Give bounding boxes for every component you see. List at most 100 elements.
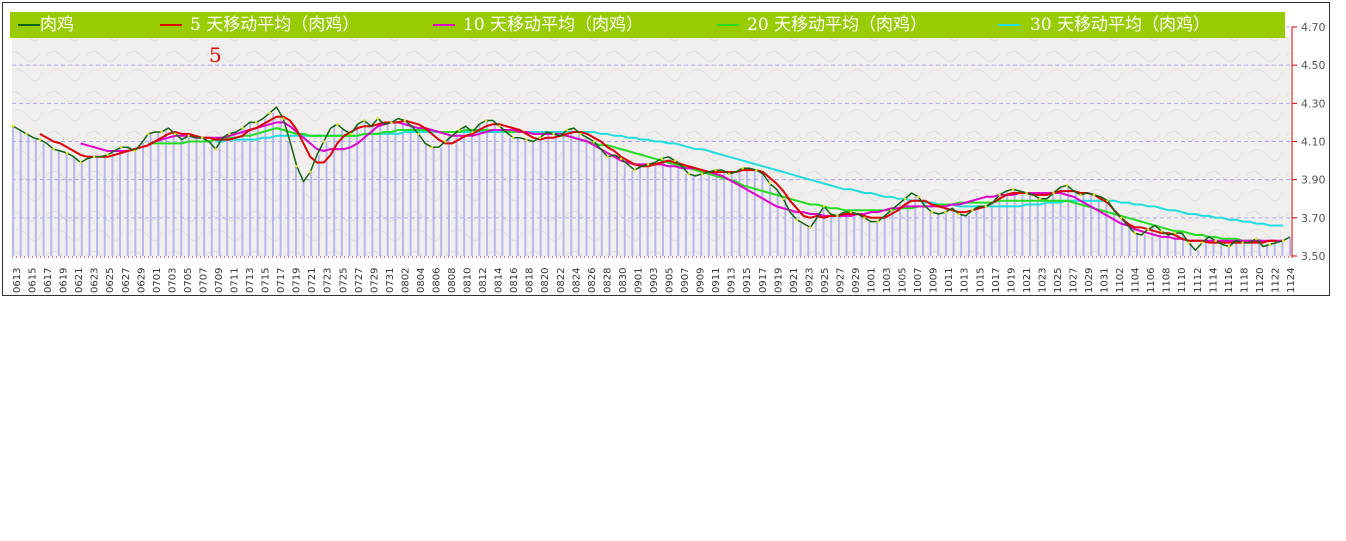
series-point xyxy=(768,182,772,185)
x-tick-label: 0826 xyxy=(587,268,598,293)
x-tick-label: 1027 xyxy=(1068,268,1079,293)
series-point xyxy=(187,134,190,138)
legend-swatch-series-2 xyxy=(433,24,455,26)
series-point xyxy=(79,161,82,164)
series-point xyxy=(565,128,569,132)
series-point xyxy=(944,210,947,214)
series-point xyxy=(741,166,745,170)
x-tick-label: 1019 xyxy=(1006,268,1017,293)
series-point xyxy=(430,145,434,149)
y-tick-label: 3.70 xyxy=(1301,212,1326,225)
chart-frame: 4.70 4.50 4.30 4.10 3.90 3.70 3.50 0613 0615 061… xyxy=(2,2,1330,296)
series-point xyxy=(214,147,217,151)
series-point xyxy=(444,140,447,143)
x-tick-label: 1120 xyxy=(1255,268,1266,293)
x-tick-label: 1029 xyxy=(1084,268,1095,293)
x-tick-label: 1023 xyxy=(1037,268,1048,293)
legend-swatch-series-4 xyxy=(998,24,1020,26)
x-tick-label: 1009 xyxy=(929,268,940,293)
legend-swatch-series-0 xyxy=(18,24,40,26)
series-point xyxy=(417,132,420,136)
x-tick-label: 0929 xyxy=(851,268,862,293)
series-point xyxy=(65,151,69,155)
legend-swatch-series-3 xyxy=(717,24,739,26)
series-point xyxy=(336,123,339,126)
series-line-0 xyxy=(12,106,1291,252)
legend-label-series-4: 30 天移动平均（肉鸡） xyxy=(1030,15,1211,35)
x-tick-label: 0907 xyxy=(680,268,691,293)
y-tick-label: 4.30 xyxy=(1301,97,1326,110)
series-point xyxy=(1025,191,1028,195)
x-axis: 0613 0615 0617 0619 0621 0623 0625 0627 0629 0701… xyxy=(12,256,1297,293)
x-tick-label: 0615 xyxy=(28,268,39,293)
series-point xyxy=(754,168,758,172)
series-point xyxy=(1227,245,1231,248)
series-point xyxy=(538,136,542,139)
x-tick-label: 1015 xyxy=(975,268,986,293)
series-point xyxy=(998,193,1001,197)
legend-label-series-0: 肉鸡 xyxy=(40,15,74,35)
y-tick-label: 3.90 xyxy=(1301,174,1326,187)
x-tick-label: 0623 xyxy=(90,268,101,293)
x-tick-label: 0725 xyxy=(338,268,349,293)
series-lines xyxy=(11,106,1291,252)
series-point xyxy=(606,155,609,159)
series-point xyxy=(863,216,866,220)
series-point xyxy=(984,205,988,208)
legend-swatch-series-1 xyxy=(160,24,182,26)
x-tick-label: 0721 xyxy=(307,268,318,293)
series-point xyxy=(876,220,880,223)
series-point xyxy=(268,111,272,115)
series-point xyxy=(849,210,853,214)
x-tick-label: 1104 xyxy=(1131,268,1142,293)
legend-label-series-2: 10 天移动平均（肉鸡） xyxy=(463,15,644,35)
x-tick-label: 0824 xyxy=(571,268,582,293)
x-tick-label: 1001 xyxy=(867,268,878,293)
x-tick-label: 1124 xyxy=(1286,268,1297,293)
series-point xyxy=(92,155,96,159)
series-point xyxy=(1065,184,1069,187)
series-line-1 xyxy=(39,115,1277,244)
x-tick-label: 1114 xyxy=(1208,268,1219,293)
x-tick-label: 0818 xyxy=(525,268,536,293)
legend-item-series-2: 10 天移动平均（肉鸡） xyxy=(433,12,644,38)
x-tick-label: 0909 xyxy=(696,268,707,293)
x-tick-label: 0613 xyxy=(12,268,23,293)
series-point xyxy=(106,153,109,157)
x-tick-label: 0816 xyxy=(509,268,520,293)
x-tick-label: 0717 xyxy=(276,268,287,293)
legend-item-series-4: 30 天移动平均（肉鸡） xyxy=(998,12,1211,38)
y-tick-label: 3.50 xyxy=(1301,250,1326,263)
series-point xyxy=(133,149,136,153)
x-tick-label: 0715 xyxy=(261,268,272,293)
y-tick-label: 4.50 xyxy=(1301,59,1326,72)
y-axis: 4.70 4.50 4.30 4.10 3.90 3.70 3.50 xyxy=(1291,21,1326,263)
series-point xyxy=(295,165,299,168)
series-point xyxy=(660,157,663,160)
series-point xyxy=(322,140,326,143)
x-tick-label: 1122 xyxy=(1270,268,1281,293)
x-tick-label: 0927 xyxy=(835,268,846,293)
x-tick-label: 1116 xyxy=(1224,268,1235,293)
series-point xyxy=(646,163,650,166)
x-tick-label: 0921 xyxy=(789,268,800,293)
series-point xyxy=(160,130,163,134)
y-tick-label: 4.70 xyxy=(1301,21,1326,34)
series-point xyxy=(1281,239,1285,243)
x-tick-label: 0701 xyxy=(152,268,163,293)
x-tick-label: 0711 xyxy=(230,268,241,293)
x-tick-label: 1118 xyxy=(1239,268,1250,293)
x-tick-label: 0719 xyxy=(292,268,303,293)
series-line-2 xyxy=(80,121,1284,242)
x-tick-label: 1005 xyxy=(898,268,909,293)
x-tick-label: 1031 xyxy=(1100,268,1111,293)
x-tick-label: 0919 xyxy=(773,268,784,293)
series-point xyxy=(1011,187,1015,191)
series-point xyxy=(403,119,407,122)
x-tick-label: 0903 xyxy=(649,268,660,293)
series-point xyxy=(714,168,717,172)
legend-label-series-1: 5 天移动平均（肉鸡） xyxy=(190,15,360,35)
series-point xyxy=(727,172,731,176)
series-point xyxy=(822,205,826,208)
series-point xyxy=(173,132,177,136)
